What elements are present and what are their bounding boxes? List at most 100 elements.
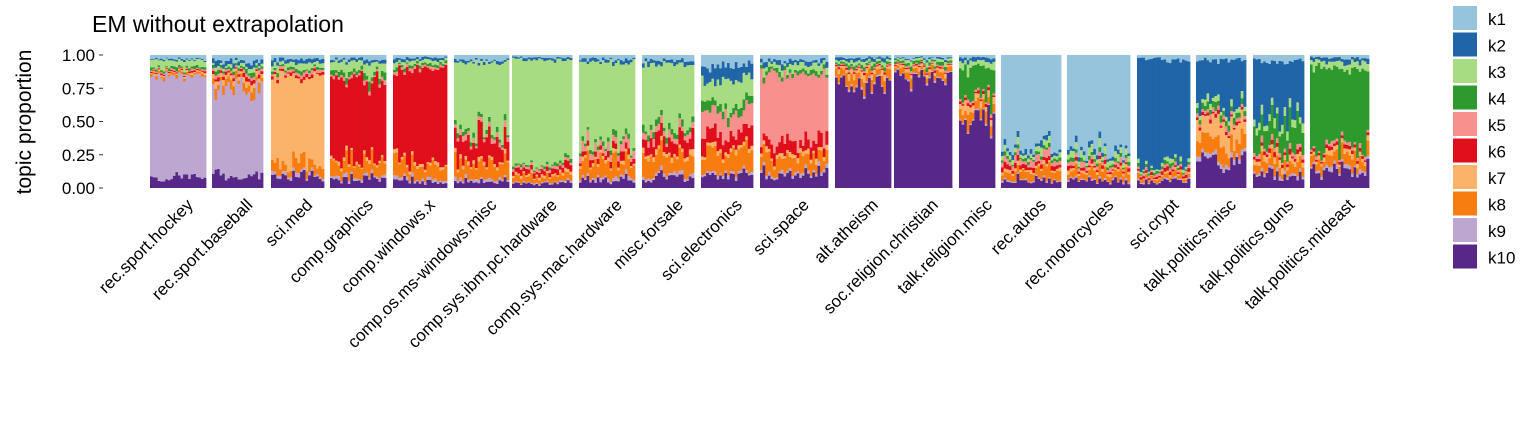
- bar-segment-k2: [850, 58, 854, 60]
- bar-segment-k8: [584, 157, 588, 178]
- bar-segment-k9: [569, 180, 573, 183]
- bar-segment-k4: [961, 70, 965, 103]
- bar-segment-k6: [469, 149, 473, 168]
- bar-segment-k8: [190, 74, 194, 78]
- bar-segment-k8: [342, 160, 346, 174]
- bar-segment-k2: [1298, 58, 1302, 118]
- bar-segment-k7: [1016, 160, 1020, 165]
- bar-segment-k2: [847, 58, 851, 63]
- bar-segment-k4: [250, 72, 254, 79]
- bar-segment-k8: [716, 155, 720, 177]
- bar-segment-k6: [454, 127, 458, 148]
- bar-segment-k6: [1198, 127, 1202, 131]
- bar-segment-k5: [538, 170, 542, 173]
- bar-segment-k1: [472, 55, 476, 62]
- bar-segment-k1: [936, 55, 940, 57]
- bar-segment-k7: [1363, 161, 1367, 166]
- bar-segment-k7: [987, 90, 991, 98]
- bar-segment-k1: [350, 55, 354, 58]
- bar-segment-k1: [160, 55, 164, 59]
- bar-segment-k10: [247, 174, 251, 188]
- bar-segment-k3: [1278, 131, 1282, 137]
- bar-segment-k6: [506, 141, 510, 161]
- bar-segment-k2: [434, 57, 438, 61]
- bar-segment-k8: [786, 152, 790, 171]
- bar-segment-k3: [1098, 138, 1102, 148]
- bar-segment-k2: [493, 59, 497, 61]
- bar-segment-k7: [1286, 167, 1290, 171]
- bar-segment-k4: [1158, 171, 1162, 173]
- bar-segment-k6: [345, 87, 349, 146]
- bar-segment-k7: [395, 148, 399, 153]
- bar-segment-k8: [167, 74, 171, 77]
- bar-segment-k4: [247, 73, 251, 76]
- bar-segment-k6: [286, 72, 290, 74]
- bar-segment-k5: [234, 65, 238, 68]
- bar-segment-k7: [1327, 150, 1331, 156]
- bar-segment-k7: [1206, 115, 1210, 133]
- bar-segment-k8: [480, 158, 484, 178]
- bar-segment-k10: [345, 177, 349, 188]
- bar-segment-k7: [591, 163, 595, 167]
- bar-segment-k1: [1171, 55, 1175, 60]
- bar-segment-k9: [617, 178, 621, 182]
- bar-segment-k10: [1103, 179, 1107, 188]
- bar-segment-k7: [165, 69, 169, 71]
- bar-segment-k3: [1160, 162, 1164, 167]
- legend-swatch-k8: [1453, 191, 1477, 216]
- bar-segment-k3: [1032, 157, 1036, 161]
- bar-segment-k10: [292, 170, 296, 188]
- bar-segment-k4: [1235, 112, 1239, 119]
- bar-segment-k6: [1103, 160, 1107, 164]
- bar-segment-k8: [532, 180, 536, 184]
- bar-segment-k3: [966, 64, 970, 78]
- bar-segment-k10: [1019, 180, 1023, 188]
- bar-segment-k4: [714, 100, 717, 106]
- bar-segment-k5: [812, 73, 816, 141]
- bar-segment-k8: [501, 164, 505, 180]
- bar-segment-k5: [928, 65, 932, 68]
- bar-segment-k10: [860, 89, 864, 188]
- bar-segment-k5: [480, 117, 484, 122]
- bar-segment-k6: [1008, 166, 1012, 171]
- bar-segment-k3: [203, 62, 207, 68]
- bar-segment-k4: [375, 66, 379, 70]
- bar-segment-k10: [444, 183, 448, 188]
- bar-segment-k10: [1358, 174, 1362, 188]
- bar-segment-k9: [1155, 183, 1159, 185]
- bar-segment-k9: [873, 82, 877, 85]
- bar-segment-k4: [984, 68, 988, 103]
- bar-segment-k3: [1198, 116, 1202, 121]
- bar-segment-k1: [977, 55, 980, 57]
- bar-segment-k2: [1214, 59, 1218, 97]
- bar-segment-k9: [1119, 177, 1123, 180]
- bar-segment-k8: [920, 66, 924, 70]
- bar-segment-k1: [1263, 55, 1267, 62]
- bar-segment-k5: [809, 74, 813, 148]
- bar-segment-k5: [310, 70, 314, 75]
- bar-segment-k5: [691, 122, 695, 128]
- bar-segment-k3: [255, 62, 259, 66]
- bar-segment-k7: [469, 167, 473, 169]
- bar-segment-k7: [1296, 154, 1300, 162]
- bar-segment-k5: [180, 67, 184, 69]
- bar-segment-k5: [302, 72, 306, 77]
- bar-segment-k10: [912, 73, 916, 188]
- bar-segment-k4: [532, 170, 536, 173]
- bar-segment-k4: [1122, 167, 1126, 170]
- bar-segment-k3: [1358, 65, 1362, 72]
- bar-segment-k9: [429, 177, 432, 181]
- bar-segment-k7: [1343, 148, 1347, 154]
- bar-segment-k9: [729, 171, 733, 174]
- bar-segment-k7: [551, 174, 555, 177]
- bar-segment-k7: [627, 154, 631, 159]
- bar-segment-k9: [1166, 177, 1170, 180]
- bar-segment-k5: [899, 62, 903, 65]
- bar-segment-k2: [1160, 59, 1164, 163]
- bar-segment-k3: [657, 64, 661, 117]
- bar-segment-k4: [308, 70, 312, 74]
- bar-segment-k5: [1219, 122, 1223, 126]
- bar-segment-k1: [925, 55, 929, 61]
- bar-segment-k3: [760, 62, 764, 66]
